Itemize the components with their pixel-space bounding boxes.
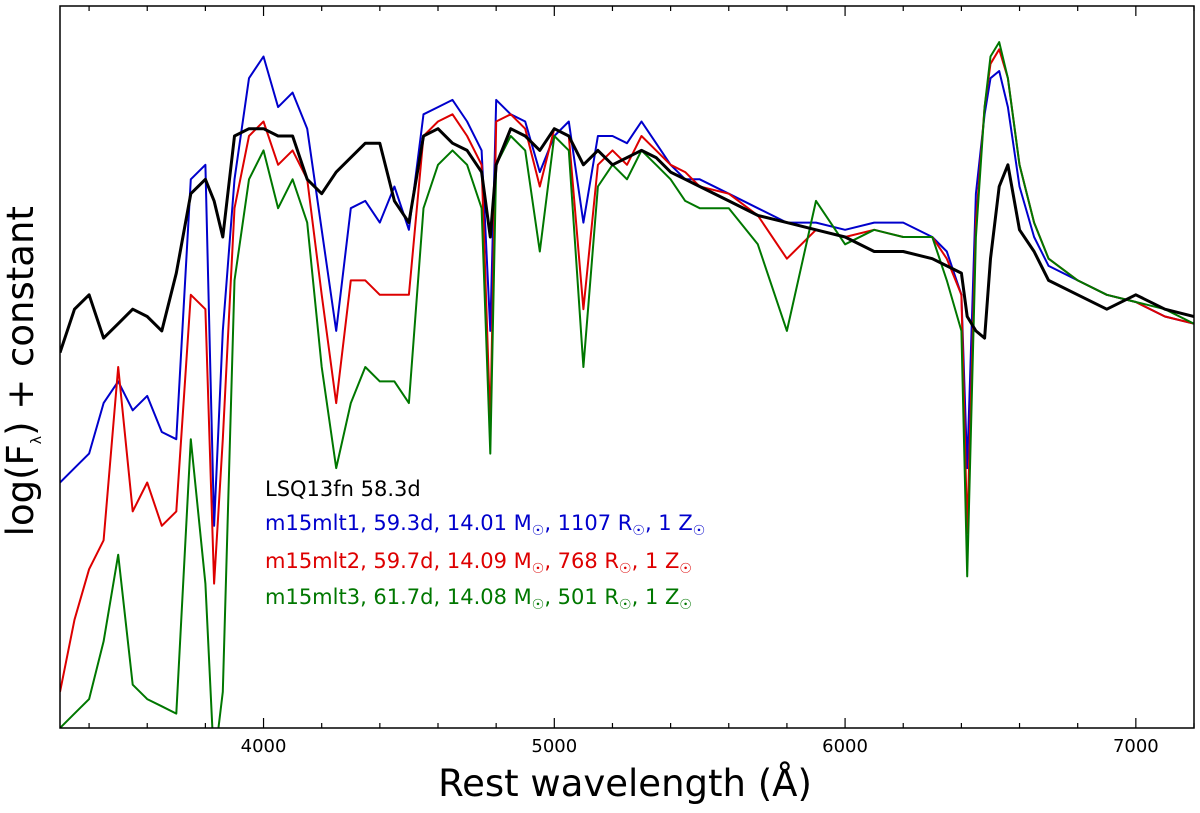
- series-line-0: [60, 127, 1194, 354]
- x-tick-label: 6000: [822, 736, 868, 757]
- series-line-1: [60, 55, 1194, 527]
- x-tick-label: 7000: [1113, 736, 1159, 757]
- series-line-3: [60, 41, 1194, 728]
- x-tick-label: 5000: [531, 736, 577, 757]
- legend-lsq13fn: LSQ13fn 58.3d: [265, 477, 421, 501]
- series-lines: [60, 41, 1194, 728]
- plot-frame: [59, 5, 1195, 729]
- legend-m15mlt2: m15mlt2, 59.7d, 14.09 M☉, 768 R☉, 1 Z☉: [265, 549, 692, 578]
- x-axis-label: Rest wavelength (Å): [438, 762, 812, 805]
- x-tick-label: 4000: [241, 736, 287, 757]
- legend-m15mlt1: m15mlt1, 59.3d, 14.01 M☉, 1107 R☉, 1 Z☉: [265, 511, 706, 540]
- y-axis-label: log(Fλ) + constant: [0, 206, 46, 537]
- legend-m15mlt3: m15mlt3, 61.7d, 14.08 M☉, 501 R☉, 1 Z☉: [265, 585, 692, 614]
- x-axis-ticks: 4000 5000 6000 7000: [88, 6, 1195, 757]
